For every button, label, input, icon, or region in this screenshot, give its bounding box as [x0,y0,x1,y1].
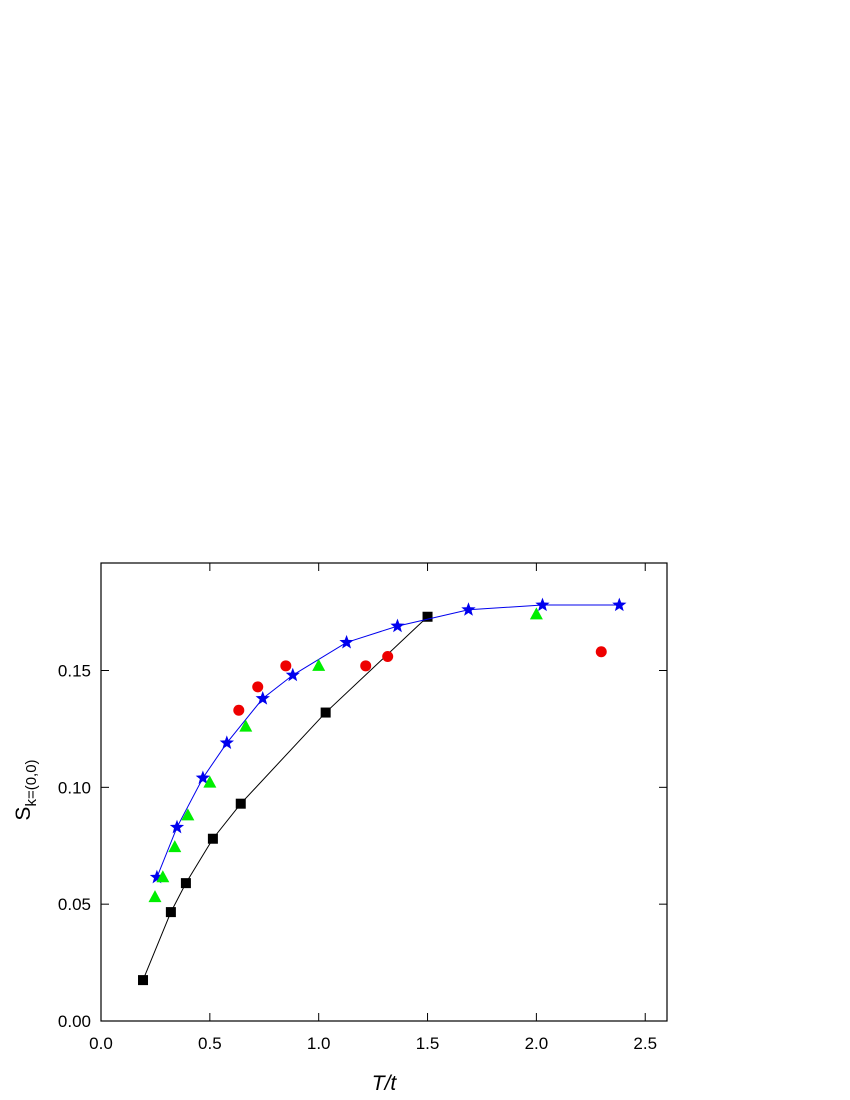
star-marker [535,597,550,612]
triangle-marker [239,719,253,732]
star-marker [285,667,300,682]
circle-marker [360,660,372,672]
star-marker [219,735,234,749]
x-tick-label: 0.0 [89,1034,113,1053]
x-tick-label: 2.5 [633,1034,657,1053]
triangle-marker [168,840,182,853]
circle-marker [382,650,394,662]
x-tick-label: 1.5 [416,1034,440,1053]
square-marker [165,907,176,918]
star-marker [390,618,405,633]
star-marker [195,770,210,784]
y-axis-label: Sk=(0,0) [12,759,40,820]
y-tick-label: 0.15 [58,661,91,680]
star-marker [612,597,627,612]
square-marker [207,833,218,844]
y-tick-label: 0.10 [58,778,91,797]
x-axis-label: T/t [372,1072,398,1095]
triangle-marker [156,870,170,883]
x-tick-label: 2.0 [525,1034,549,1053]
y-tick-label: 0.00 [58,1012,91,1031]
circle-marker [280,660,292,672]
triangle-marker [181,808,195,821]
star-marker [169,819,185,834]
star-marker [149,869,165,884]
triangle-marker [148,890,162,903]
triangle-marker [529,607,543,620]
x-tick-label: 1.0 [307,1034,331,1053]
star-marker [339,634,354,649]
star-marker [255,691,270,705]
y-label-main: S [12,807,35,821]
square-marker [180,878,191,889]
y-tick-label: 0.05 [58,895,91,914]
square-marker [422,611,433,622]
star-marker [461,602,476,616]
x-tick-label: 0.5 [198,1034,222,1053]
triangle-marker [203,775,217,788]
circle-marker [595,646,607,658]
plot-frame [100,562,668,1022]
square-marker [138,975,149,986]
circle-marker [252,681,264,693]
circle-marker [233,704,245,716]
square-marker [320,707,331,718]
square-marker [235,798,246,809]
triangle-marker [312,658,326,671]
y-label-sub: k=(0,0) [23,759,40,806]
